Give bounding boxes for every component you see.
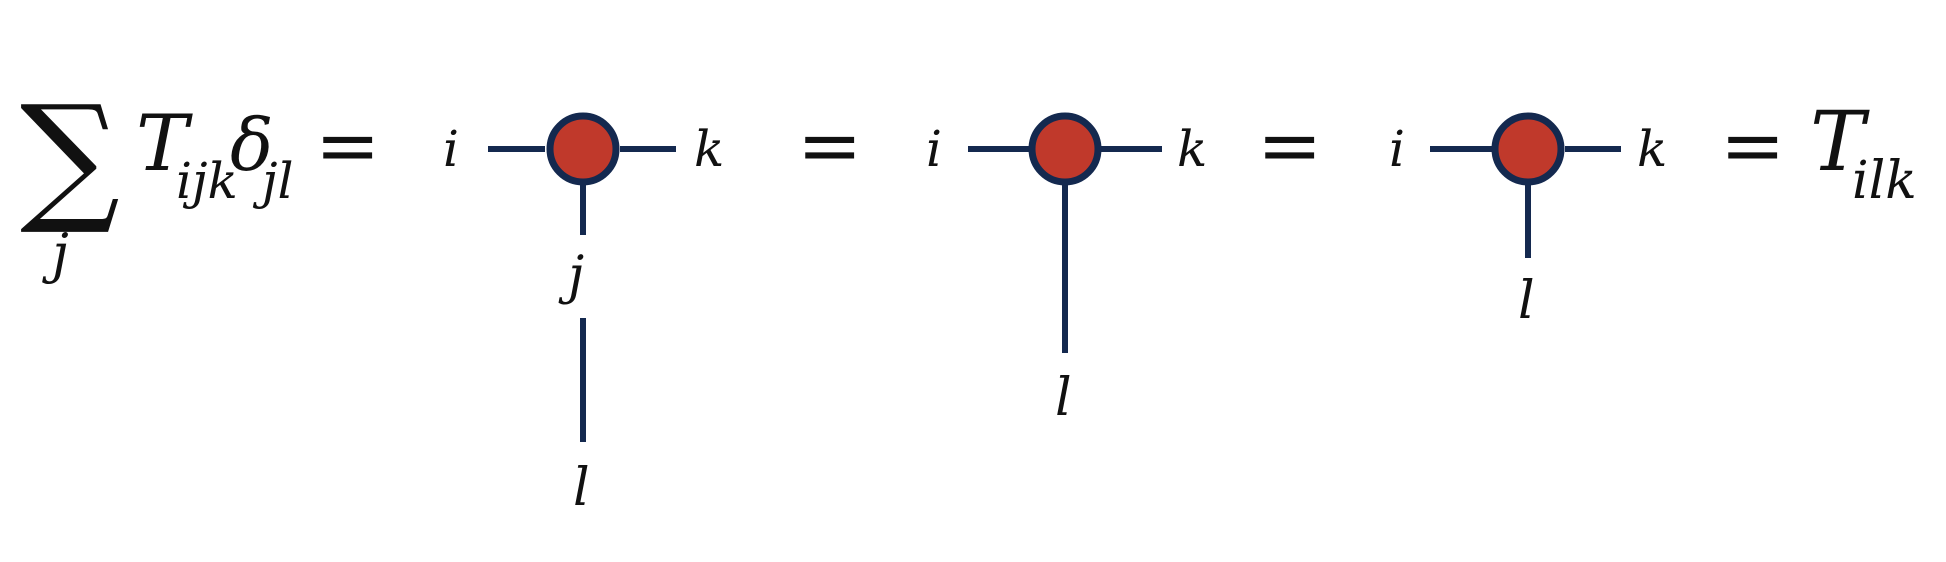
- lhs-expression: ∑ j T ijk δ jl: [20, 76, 294, 285]
- delta-symbol: δ: [230, 103, 273, 187]
- diagram-1-label-left: i: [443, 120, 459, 178]
- equals-sign-1: =: [315, 101, 380, 191]
- diagram-1-label-right: k: [694, 120, 724, 178]
- diagram-2-label-left: i: [926, 120, 942, 178]
- diagram-3: i k l: [1389, 112, 1667, 331]
- summation-symbol: ∑: [20, 76, 120, 239]
- rhs-expression: T ilk: [1810, 95, 1917, 211]
- lhs-tensor-symbol: T: [136, 99, 193, 189]
- diagram-1-label-bottom: l: [573, 458, 590, 518]
- diagram-1-label-mid: j: [558, 246, 584, 306]
- lhs-tensor-indices: ijk: [176, 152, 238, 210]
- rhs-tensor-symbol: T: [1810, 95, 1870, 190]
- equals-sign-2: =: [797, 101, 862, 191]
- equals-sign-4: =: [1720, 101, 1785, 191]
- diagram-1-tensor-node: [546, 112, 620, 186]
- diagram-1: i k j l: [443, 112, 724, 518]
- diagram-3-label-bottom: l: [1518, 271, 1535, 331]
- equals-sign-3: =: [1257, 101, 1322, 191]
- diagram-2-tensor-node: [1028, 112, 1102, 186]
- rhs-tensor-indices: ilk: [1852, 151, 1917, 211]
- diagram-2: i k l: [926, 112, 1207, 428]
- diagram-2-label-right: k: [1177, 120, 1207, 178]
- diagram-2-label-bottom: l: [1055, 368, 1072, 428]
- diagram-3-label-right: k: [1637, 120, 1667, 178]
- diagram-3-tensor-node: [1491, 112, 1565, 186]
- diagram-3-label-left: i: [1389, 120, 1405, 178]
